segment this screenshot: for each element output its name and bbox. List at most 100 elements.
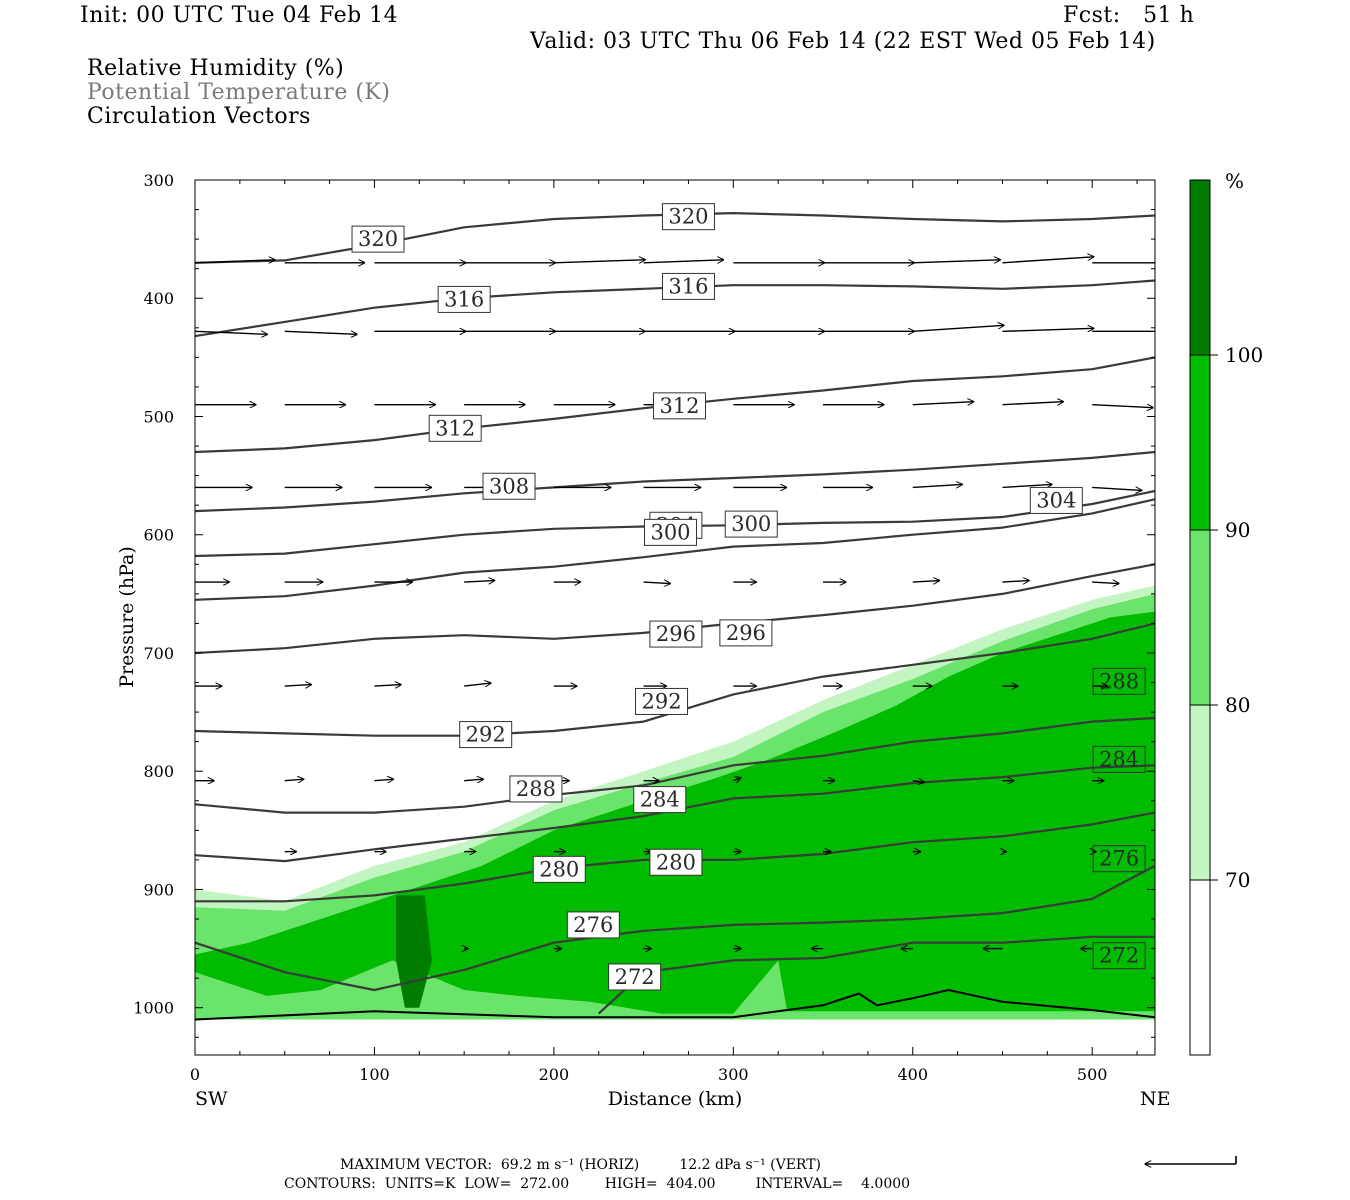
contour-label-box <box>566 911 620 939</box>
contour-label-box <box>1092 845 1146 873</box>
contour-label-text: 296 <box>656 622 696 646</box>
contour-label-text: 280 <box>539 857 579 881</box>
field-vectors: Circulation Vectors <box>87 104 311 129</box>
circulation-vector <box>464 581 494 583</box>
circulation-vector <box>374 779 393 781</box>
contour-label-box <box>509 775 563 803</box>
x-tick-label: 0 <box>190 1065 200 1084</box>
x-axis-left-end: SW <box>195 1088 228 1110</box>
contour-label-box <box>719 619 773 647</box>
contour-label: 308 <box>482 472 536 500</box>
circulation-vector <box>374 685 401 687</box>
circulation-vector <box>284 331 357 334</box>
contour-label: 312 <box>428 414 482 442</box>
reference-vector <box>1145 1156 1237 1164</box>
field-theta: Potential Temperature (K) <box>87 80 391 105</box>
circulation-vector <box>643 582 671 584</box>
contour-label-box <box>608 963 662 991</box>
x-axis-right-end: NE <box>1140 1088 1171 1110</box>
y-tick-label: 800 <box>143 762 174 781</box>
contour-label-text: 300 <box>731 512 771 536</box>
contour-label: 296 <box>719 619 773 647</box>
contour-label-box <box>633 786 687 814</box>
contour-label-box <box>661 272 715 300</box>
circulation-vector <box>284 685 312 687</box>
contour-label: 320 <box>351 225 405 253</box>
circulation-vector <box>643 260 724 263</box>
circulation-vector <box>912 260 1000 263</box>
circulation-vector <box>912 484 962 487</box>
colorbar-label: 90 <box>1225 518 1250 542</box>
contour-label-box <box>428 414 482 442</box>
colorbar: 100 90 80 70 <box>1189 179 1263 1056</box>
terrain-line <box>195 988 1155 1021</box>
contour-label-box <box>351 225 405 253</box>
colorbar-frame <box>1189 179 1211 1056</box>
contour-label-box <box>1029 486 1083 514</box>
y-tick-label: 900 <box>143 880 174 899</box>
contour-label: 300 <box>724 510 778 538</box>
circulation-vector <box>284 779 304 781</box>
contour-label-text: 296 <box>726 621 766 645</box>
contour-label-text: 320 <box>358 227 398 251</box>
circulation-vector <box>1092 405 1153 408</box>
circulation-vector <box>195 331 267 334</box>
contour-labels: 3203203163163123123083043043003002962962… <box>351 203 1146 991</box>
colorbar-segment <box>1190 705 1210 880</box>
contour-label-text: 292 <box>466 723 506 747</box>
x-tick-label: 500 <box>1077 1065 1108 1084</box>
contour-label: 272 <box>608 963 662 991</box>
max-vector-info: MAXIMUM VECTOR: 69.2 m s⁻¹ (HORIZ) 12.2 … <box>340 1157 822 1173</box>
circulation-vector <box>195 260 275 263</box>
contour-label-text: 288 <box>516 777 556 801</box>
contour-label-text: 284 <box>640 788 680 812</box>
contour-label-box <box>1092 942 1146 970</box>
x-tick-label: 300 <box>718 1065 749 1084</box>
contour-label-box <box>437 285 491 313</box>
contour-label: 316 <box>661 272 715 300</box>
contour-label: 292 <box>459 721 513 749</box>
circulation-vector <box>1002 257 1093 264</box>
contour-label-text: 276 <box>1099 847 1139 871</box>
field-rh: Relative Humidity (%) <box>87 56 345 81</box>
y-axis-title: Pressure (hPa) <box>116 546 138 688</box>
contour-label-box <box>482 472 536 500</box>
contour-label-text: 308 <box>489 474 529 498</box>
contour-label: 276 <box>566 911 620 939</box>
theta-contour-288 <box>195 716 1155 814</box>
y-tick-label: 700 <box>143 644 174 663</box>
contour-label-text: 300 <box>650 520 690 544</box>
contour-label-text: 280 <box>656 850 696 874</box>
circulation-vector <box>1002 328 1093 331</box>
theta-contour-276 <box>195 864 1155 992</box>
y-tick-label: 300 <box>143 171 174 190</box>
circulation-vector <box>1092 487 1141 490</box>
theta-contour-284 <box>195 764 1155 863</box>
contour-label-box <box>644 518 698 546</box>
circulation-vector <box>464 779 483 781</box>
valid-time: Valid: 03 UTC Thu 06 Feb 14 (22 EST Wed … <box>530 29 1156 54</box>
x-tick-label: 400 <box>897 1065 928 1084</box>
contour-label: 272 <box>1092 942 1146 970</box>
contour-label: 284 <box>1092 745 1146 773</box>
circulation-vector <box>912 325 1004 333</box>
contour-label-text: 292 <box>641 689 681 713</box>
contour-label: 292 <box>635 687 689 715</box>
contour-label: 320 <box>661 203 715 231</box>
theta-contour-300 <box>195 498 1155 601</box>
contour-label-text: 312 <box>435 416 475 440</box>
y-tick-label: 400 <box>143 289 174 308</box>
y-tick-label: 500 <box>143 407 174 426</box>
circulation-vector <box>553 260 645 263</box>
contour-label-text: 276 <box>573 913 613 937</box>
contour-label: 316 <box>437 285 491 313</box>
contour-label-text: 272 <box>615 965 655 989</box>
y-tick-label: 1000 <box>133 999 174 1018</box>
forecast-hour: Fcst: 51 h <box>1063 3 1195 28</box>
contour-label: 276 <box>1092 845 1146 873</box>
contour-label-box <box>459 721 513 749</box>
circulation-vector <box>733 778 741 781</box>
x-axis-title: Distance (km) <box>608 1088 743 1110</box>
contour-label-box <box>649 848 703 876</box>
